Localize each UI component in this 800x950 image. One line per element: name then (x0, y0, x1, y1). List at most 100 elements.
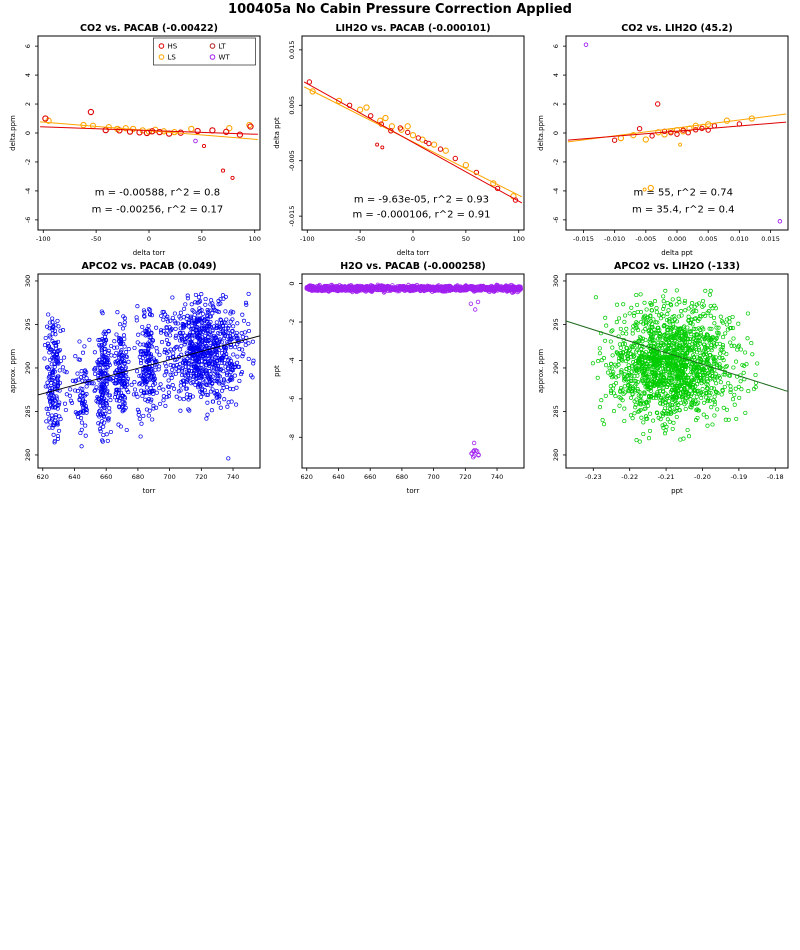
co2-vs-pacab-plot: CO2 vs. PACAB (-0.00422)-100 -50 0 50 100-6-… (9, 23, 261, 257)
x-tick-label: -0.19 (730, 473, 747, 481)
y-tick-label: 290 (552, 362, 560, 374)
legend-box: HS LS LT WT (153, 37, 256, 66)
y-tick-label: -4 (552, 188, 560, 194)
x-tick-label: 740 (491, 473, 503, 481)
y-tick-label: 285 (24, 405, 32, 417)
x-tick-label: -0.010 (604, 235, 625, 243)
x-tick-label: 50 (198, 235, 206, 243)
annotation-text: m = 35.4, r^2 = 0.4 (632, 205, 735, 216)
annotation-text: m = -0.00588, r^2 = 0.8 (95, 187, 220, 198)
x-tick-label: 0 (411, 235, 415, 243)
y-tick-label: 280 (552, 449, 560, 461)
legend-symbol-WT (209, 54, 216, 60)
data-layer (40, 41, 258, 180)
y-axis-ticks: -6 -4 -2 0 2 4 6 (24, 44, 38, 223)
annotation-text: m = -0.000106, r^2 = 0.91 (352, 209, 490, 220)
y-tick-label: 4 (24, 73, 32, 77)
y-tick-label: 6 (552, 44, 560, 48)
x-tick-label: 0.000 (668, 235, 687, 243)
y-axis-ticks: 280 285 290 295 300 (552, 275, 566, 461)
x-tick-label: 700 (163, 473, 175, 481)
apco2-vs-lih2o-plot: APCO2 vs. LIH2O (-133)-0.23 -0.22 -0.21 -0.… (537, 261, 789, 495)
chart-apco2-vs-pacab: APCO2 vs. PACAB (0.049) 620 640 660 680 700 72… (4, 260, 268, 498)
co2-vs-lih2o-plot: CO2 vs. LIH2O (45.2) -0.015 -0.010 -0.005 0.… (537, 23, 789, 257)
data-layer (304, 282, 523, 460)
chart-title: APCO2 vs. LIH2O (-133) (614, 261, 740, 272)
x-axis-ticks: 620 640 660 680 700 720 740 (37, 468, 239, 481)
data-layer (303, 79, 523, 204)
series-WT-points (583, 42, 783, 224)
x-tick-label: 0 (147, 235, 151, 243)
annotation-text: m = -9.63e-05, r^2 = 0.93 (354, 194, 489, 205)
y-tick-label: -4 (288, 357, 296, 363)
fit-line (567, 121, 787, 141)
x-tick-label: 680 (132, 473, 144, 481)
y-tick-label: 4 (552, 73, 560, 77)
chart-apco2-vs-lih2o: APCO2 vs. LIH2O (-133) -0.23 -0.22 -0.21 -0.… (532, 260, 796, 498)
y-tick-label: 300 (24, 275, 32, 287)
x-axis-ticks: -100 -50 0 50 100 (300, 230, 525, 243)
x-axis-label: delta torr (133, 249, 166, 257)
x-tick-label: 0.005 (699, 235, 718, 243)
y-tick-label: 0.005 (288, 96, 296, 115)
annotation-text: m = -0.00256, r^2 = 0.17 (92, 205, 224, 216)
chart-co2-vs-pacab: CO2 vs. PACAB (-0.00422) -100 -50 0 50 100 -6-… (4, 22, 268, 260)
y-axis-label: delta.ppm (9, 115, 17, 151)
data-layer (37, 291, 261, 461)
x-tick-label: -0.21 (658, 473, 675, 481)
y-axis-label: delta ppt (273, 117, 281, 149)
x-tick-label: -0.20 (694, 473, 711, 481)
y-tick-label: -2 (552, 159, 560, 165)
chart-title: LIH2O vs. PACAB (-0.000101) (335, 23, 490, 34)
y-tick-label: 280 (24, 449, 32, 461)
x-tick-label: 640 (332, 473, 344, 481)
legend-symbol-HS (158, 43, 165, 49)
y-axis-ticks: 280 285 290 295 300 (24, 275, 38, 461)
chart-h2o-vs-pacab: H2O vs. PACAB (-0.000258) 620 640 660 680 700… (268, 260, 532, 498)
x-tick-label: -0.18 (767, 473, 784, 481)
chart-title: H2O vs. PACAB (-0.000258) (340, 261, 486, 272)
y-tick-label: 2 (24, 102, 32, 106)
chart-title: APCO2 vs. PACAB (0.049) (81, 261, 216, 272)
legend-label-WT: WT (219, 54, 231, 62)
x-tick-label: 720 (195, 473, 207, 481)
x-tick-label: 640 (68, 473, 80, 481)
x-tick-label: 700 (427, 473, 439, 481)
x-tick-label: -0.005 (635, 235, 656, 243)
x-tick-label: 720 (459, 473, 471, 481)
y-tick-label: -2 (288, 319, 296, 325)
y-tick-label: 0 (288, 282, 296, 286)
lih2o-vs-pacab-plot: LIH2O vs. PACAB (-0.000101) -100 -50 0 50 100… (273, 23, 525, 257)
x-axis-label: delta ppt (661, 249, 693, 257)
y-axis-label: ppt (273, 365, 281, 377)
x-tick-label: -0.015 (573, 235, 594, 243)
x-tick-label: -50 (91, 235, 102, 243)
x-tick-label: 100 (513, 235, 525, 243)
y-tick-label: 295 (24, 318, 32, 330)
y-tick-label: -6 (288, 396, 296, 402)
x-tick-label: 50 (462, 235, 470, 243)
series-HS-small-points (375, 139, 428, 150)
y-axis-ticks: 0 -2 -4 -6 -8 (288, 282, 302, 441)
y-tick-label: -0.005 (288, 150, 296, 171)
x-axis-ticks: -0.23 -0.22 -0.21 -0.20 -0.19 -0.18 (585, 468, 784, 481)
y-axis-label: delta.ppm (537, 115, 545, 151)
y-axis-label: approx. ppm (537, 349, 545, 393)
y-tick-label: -4 (24, 188, 32, 194)
fit-line (565, 320, 789, 392)
legend-label-HS: HS (167, 43, 177, 51)
annotation-text: m = 55, r^2 = 0.74 (634, 187, 733, 198)
x-axis-label: delta torr (397, 249, 430, 257)
y-tick-label: 0 (552, 131, 560, 135)
x-tick-label: -0.22 (621, 473, 638, 481)
legend-symbol-LS (158, 54, 165, 60)
x-axis-ticks: 620 640 660 680 700 720 740 (301, 468, 503, 481)
legend-label-LS: LS (167, 54, 176, 62)
series-APCO2-points (42, 291, 256, 461)
legend-symbol-LT (209, 43, 216, 49)
y-tick-label: 285 (552, 405, 560, 417)
x-axis-label: ppt (671, 487, 683, 495)
y-tick-label: -8 (288, 434, 296, 440)
y-axis-label: approx. ppm (9, 349, 17, 393)
